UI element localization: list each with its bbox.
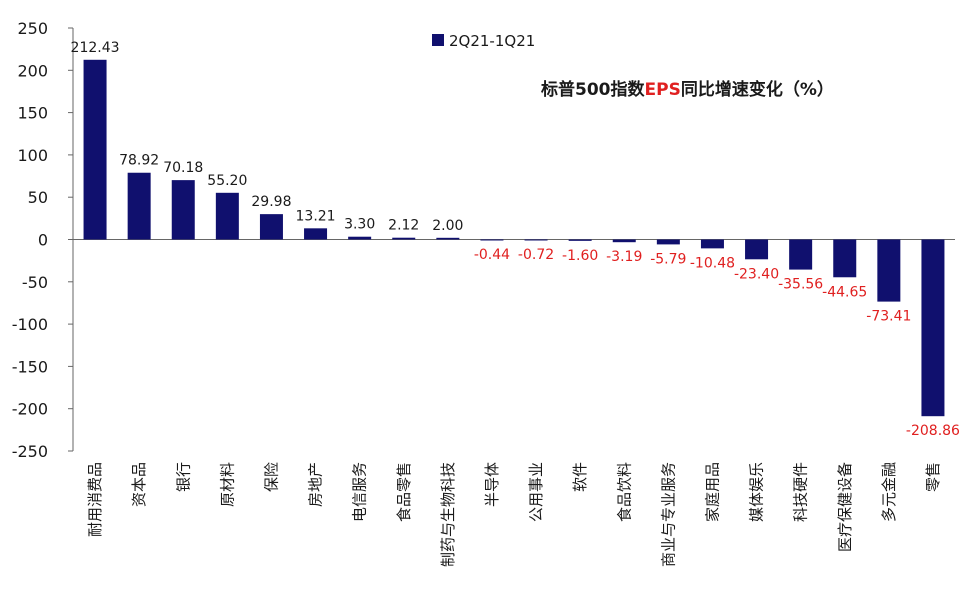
y-tick-label: 100 [17, 146, 48, 165]
category-label: 软件 [571, 462, 589, 492]
bar [348, 236, 372, 240]
bar [304, 228, 328, 240]
data-label: -44.65 [822, 284, 867, 300]
chart-title-prefix: 标普500指数 [541, 79, 645, 100]
y-tick-label: 50 [28, 188, 48, 207]
data-label: 70.18 [163, 160, 203, 176]
category-label: 制药与生物科技 [439, 462, 457, 567]
data-label: 13.21 [296, 208, 336, 224]
data-label: 29.98 [251, 194, 291, 210]
category-label: 媒体娱乐 [748, 462, 766, 522]
data-label: -5.79 [650, 251, 686, 267]
data-label: 2.00 [432, 218, 463, 234]
y-tick-label: 150 [17, 104, 48, 123]
chart-title-highlight: EPS [645, 80, 681, 100]
chart-title: 标普500指数EPS同比增速变化（%） [541, 79, 834, 100]
legend-label: 2Q21-1Q21 [449, 32, 535, 50]
y-tick-label: -250 [12, 442, 48, 461]
y-tick-label: 250 [17, 19, 48, 38]
category-label: 医疗保健设备 [836, 462, 854, 552]
legend: 2Q21-1Q21 [432, 32, 535, 50]
bar [700, 239, 724, 249]
category-label: 科技硬件 [792, 462, 810, 522]
data-label: 2.12 [388, 218, 419, 234]
data-label: 78.92 [119, 153, 159, 169]
category-label: 食品饮料 [615, 462, 633, 522]
bar [480, 239, 504, 241]
data-label: -23.40 [734, 266, 779, 282]
data-label: -73.41 [866, 309, 911, 325]
data-label: -0.44 [474, 247, 510, 263]
category-label: 家庭用品 [703, 462, 721, 522]
bar [612, 239, 636, 243]
data-label: -10.48 [690, 255, 735, 271]
y-tick-label: -50 [22, 273, 48, 292]
bar [568, 239, 592, 241]
y-tick-label: -100 [12, 315, 48, 334]
category-label: 半导体 [483, 462, 501, 507]
bar [127, 172, 151, 240]
bar [392, 237, 416, 240]
category-labels-group: 耐用消费品 资本品 银行 原材料 保险 房地产 电信服务 食品零售 制药与生物科技 半导体 公用事业… [86, 462, 942, 567]
bar [656, 239, 680, 245]
category-label: 电信服务 [351, 462, 369, 522]
bar [436, 237, 460, 240]
bar [83, 59, 107, 240]
y-tick-label: -200 [12, 400, 48, 419]
legend-swatch [432, 34, 444, 46]
y-tick-label: 0 [38, 231, 48, 250]
data-label: -3.19 [606, 249, 642, 265]
bar [877, 239, 901, 302]
data-label: -35.56 [778, 277, 823, 293]
category-label: 公用事业 [527, 462, 545, 522]
bar [171, 180, 195, 240]
chart-title-suffix: 同比增速变化（%） [681, 79, 834, 100]
data-label: -1.60 [562, 248, 598, 264]
category-label: 银行 [174, 462, 192, 492]
data-label: -0.72 [518, 247, 554, 263]
bar [215, 192, 239, 240]
y-tick-label: -150 [12, 357, 48, 376]
data-label: 55.20 [207, 173, 247, 189]
data-label: 3.30 [344, 217, 375, 233]
category-label: 原材料 [218, 462, 236, 507]
bar [745, 239, 769, 260]
data-label: -208.86 [906, 423, 960, 439]
bar [789, 239, 813, 270]
category-label: 商业与专业服务 [659, 462, 677, 567]
data-label: 212.43 [71, 40, 120, 56]
category-label: 保险 [262, 462, 280, 492]
category-label: 资本品 [130, 462, 148, 507]
category-label: 多元金融 [880, 462, 898, 522]
bar [921, 239, 945, 417]
category-label: 零售 [924, 462, 942, 492]
bar [833, 239, 857, 278]
category-label: 食品零售 [395, 462, 413, 522]
y-axis-ticks: -250 -200 -150 -100 -50 0 50 100 150 200 250 [12, 19, 73, 461]
bars-group [83, 59, 945, 417]
y-tick-label: 200 [17, 61, 48, 80]
bar [259, 214, 283, 240]
bar [524, 239, 548, 241]
category-label: 房地产 [307, 462, 325, 507]
category-label: 耐用消费品 [86, 462, 104, 537]
